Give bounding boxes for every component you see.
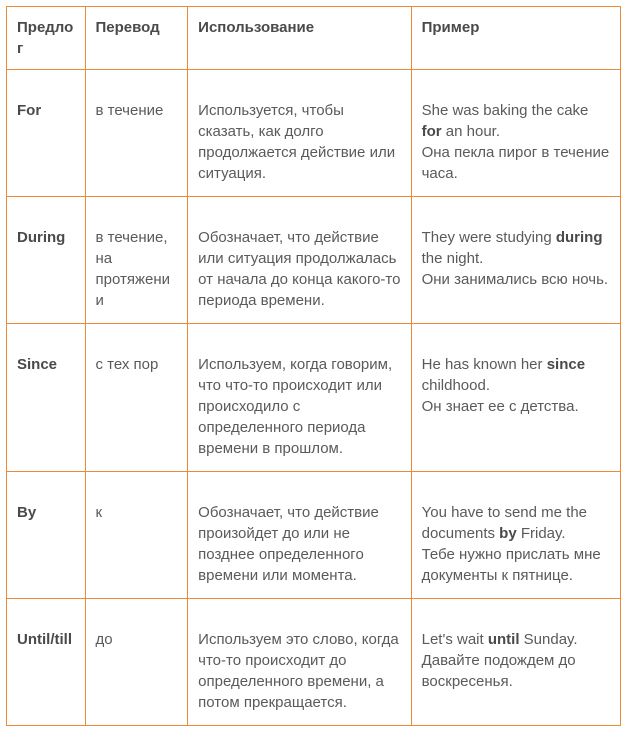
example-ru: Она пекла пирог в течение часа.	[422, 144, 610, 182]
example-en-post: an hour.	[442, 123, 500, 140]
usage-cell: Используется, чтобы сказать, как долго п…	[188, 70, 411, 197]
example-en-post: childhood.	[422, 377, 490, 394]
col-translation: Перевод	[85, 7, 188, 70]
example-ru: Тебе нужно прислать мне документы к пятн…	[422, 546, 601, 584]
usage-cell: Используем это слово, когда что-то проис…	[188, 599, 411, 726]
col-example: Пример	[411, 7, 620, 70]
table-row: Until/tillдоИспользуем это слово, когда …	[7, 599, 621, 726]
example-cell: She was baking the cake for an hour. Она …	[411, 70, 620, 197]
example-en-bold: by	[499, 525, 517, 542]
translation-cell: к	[85, 472, 188, 599]
usage-cell: Обозначает, что действие произойдет до и…	[188, 472, 411, 599]
preposition-cell: During	[7, 197, 86, 324]
translation-cell: до	[85, 599, 188, 726]
col-usage: Использование	[188, 7, 411, 70]
example-ru: Он знает ее с детства.	[422, 398, 579, 415]
example-en-post: Friday.	[517, 525, 566, 542]
example-en-pre: She was baking the cake	[422, 102, 589, 119]
usage-cell: Используем, когда говорим, что что-то пр…	[188, 324, 411, 472]
table-container: Предлог Перевод Использование Пример For…	[0, 0, 627, 732]
preposition-cell: Until/till	[7, 599, 86, 726]
example-en-bold: during	[556, 229, 603, 246]
example-en-bold: since	[547, 356, 585, 373]
table-row: Sinceс тех порИспользуем, когда говорим,…	[7, 324, 621, 472]
example-cell: They were studying during the night. Они …	[411, 197, 620, 324]
preposition-cell: By	[7, 472, 86, 599]
example-en-post: Sunday.	[520, 631, 578, 648]
table-row: Forв течениеИспользуется, чтобы сказать,…	[7, 70, 621, 197]
example-ru: Давайте подождем до воскресенья.	[422, 652, 576, 690]
table-row: Duringв течение, на протяженииОбозначает…	[7, 197, 621, 324]
preposition-cell: For	[7, 70, 86, 197]
example-ru: Они занимались всю ночь.	[422, 271, 608, 288]
example-en-pre: He has known her	[422, 356, 547, 373]
example-cell: He has known her since childhood. Он знае…	[411, 324, 620, 472]
translation-cell: с тех пор	[85, 324, 188, 472]
example-en-bold: until	[488, 631, 520, 648]
translation-cell: в течение	[85, 70, 188, 197]
col-preposition: Предлог	[7, 7, 86, 70]
table-row: ByкОбозначает, что действие произойдет д…	[7, 472, 621, 599]
example-en-post: the night.	[422, 250, 484, 267]
table-header-row: Предлог Перевод Использование Пример	[7, 7, 621, 70]
example-cell: You have to send me the documents by Fri…	[411, 472, 620, 599]
prepositions-table: Предлог Перевод Использование Пример For…	[6, 6, 621, 726]
table-body: Forв течениеИспользуется, чтобы сказать,…	[7, 70, 621, 726]
example-en-pre: They were studying	[422, 229, 556, 246]
example-en-bold: for	[422, 123, 442, 140]
example-cell: Let's wait until Sunday. Давайте подождем…	[411, 599, 620, 726]
preposition-cell: Since	[7, 324, 86, 472]
translation-cell: в течение, на протяжении	[85, 197, 188, 324]
example-en-pre: Let's wait	[422, 631, 488, 648]
usage-cell: Обозначает, что действие или ситуация пр…	[188, 197, 411, 324]
